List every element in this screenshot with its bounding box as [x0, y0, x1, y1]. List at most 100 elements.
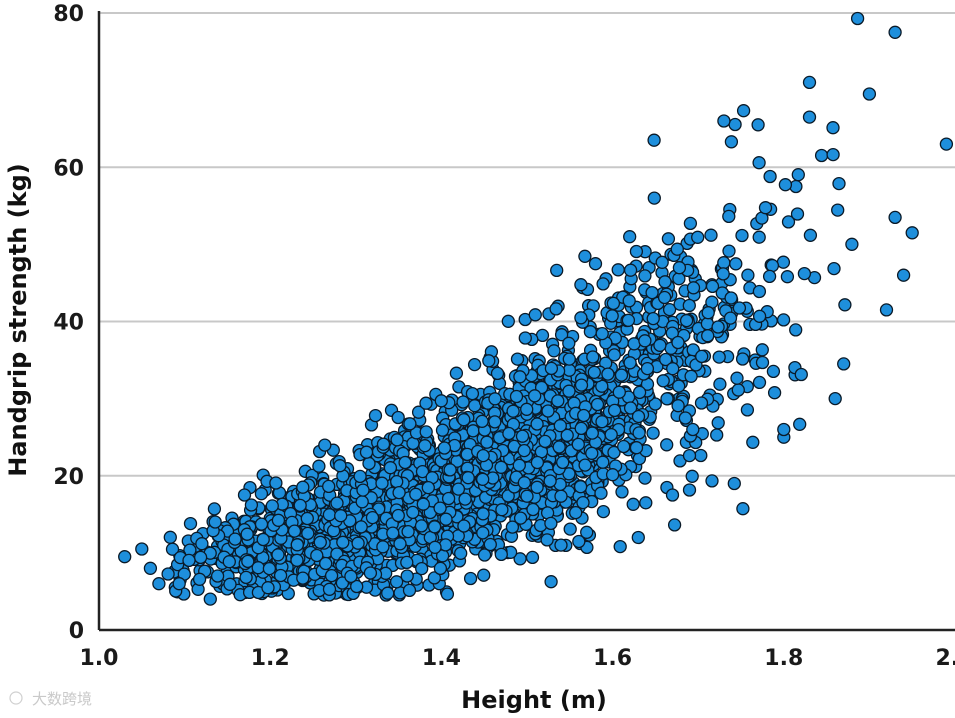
data-point — [694, 396, 709, 410]
data-point — [722, 209, 736, 224]
data-point — [797, 266, 812, 281]
data-point — [623, 356, 637, 370]
data-point — [310, 548, 324, 563]
data-point — [419, 425, 433, 439]
data-point — [517, 443, 531, 458]
data-point — [717, 256, 731, 270]
data-point — [626, 497, 640, 511]
data-point — [435, 423, 450, 437]
data-point — [828, 391, 842, 406]
data-point — [389, 575, 404, 589]
data-point — [607, 403, 622, 418]
data-point — [393, 537, 407, 551]
data-point — [631, 530, 645, 545]
y-tick-label: 60 — [53, 156, 84, 181]
data-point — [359, 445, 374, 459]
data-point — [403, 417, 417, 431]
data-point — [440, 587, 455, 601]
data-point — [621, 313, 636, 327]
data-point — [814, 148, 829, 163]
data-point — [271, 513, 286, 527]
data-point — [513, 370, 527, 384]
data-point — [210, 569, 225, 583]
data-point — [672, 261, 687, 275]
data-point — [256, 532, 270, 547]
data-point — [752, 156, 766, 170]
data-point — [520, 489, 534, 503]
data-point — [556, 455, 570, 470]
data-point — [271, 548, 285, 562]
data-point — [400, 555, 414, 570]
data-point — [368, 408, 383, 423]
data-point — [427, 520, 442, 534]
data-point — [727, 476, 741, 491]
data-point — [520, 402, 534, 416]
y-tick-label: 40 — [53, 311, 84, 336]
data-point — [415, 561, 429, 576]
data-point — [549, 302, 563, 316]
data-point — [623, 263, 638, 277]
data-point — [543, 474, 557, 488]
data-point — [334, 509, 348, 523]
data-point — [273, 568, 288, 583]
data-point — [501, 314, 515, 328]
data-point — [506, 404, 520, 418]
data-point — [596, 277, 610, 291]
data-point — [530, 480, 544, 494]
data-point — [655, 255, 669, 269]
data-point — [803, 228, 818, 242]
data-point — [705, 474, 719, 488]
data-point — [509, 389, 524, 404]
x-tick-label: 1.4 — [422, 646, 461, 671]
data-point — [763, 169, 777, 184]
data-point — [623, 230, 637, 244]
data-point — [765, 258, 780, 273]
data-point — [239, 570, 253, 585]
data-point — [660, 392, 674, 406]
data-point — [376, 540, 390, 554]
data-point — [752, 230, 766, 244]
data-point — [562, 336, 576, 350]
data-point — [716, 267, 730, 281]
data-point — [731, 383, 745, 397]
data-point — [512, 458, 526, 472]
x-tick-label: 1.0 — [80, 646, 119, 671]
data-point — [686, 422, 700, 437]
data-point — [456, 395, 470, 409]
data-point — [383, 461, 398, 475]
data-points — [118, 11, 954, 606]
data-point — [605, 309, 619, 323]
data-point — [613, 539, 627, 554]
data-point — [530, 455, 545, 470]
data-point — [554, 538, 568, 552]
data-point — [596, 455, 610, 469]
data-point — [888, 210, 902, 225]
data-point — [192, 572, 207, 586]
data-point — [752, 375, 767, 390]
data-point — [850, 11, 865, 26]
data-point — [392, 485, 406, 500]
data-point — [712, 350, 726, 364]
data-point — [671, 335, 685, 350]
data-point — [401, 524, 415, 539]
data-point — [135, 542, 149, 556]
data-point — [390, 474, 404, 489]
data-point — [355, 495, 369, 509]
data-point — [640, 361, 655, 376]
data-point — [562, 352, 576, 366]
data-point — [713, 377, 727, 391]
data-point — [203, 592, 217, 606]
data-point — [494, 547, 508, 562]
data-point — [752, 284, 767, 299]
x-axis-title: Height (m) — [461, 686, 607, 714]
y-tick-label: 80 — [53, 2, 84, 27]
data-point — [585, 446, 599, 460]
data-point — [443, 463, 457, 477]
data-point — [667, 518, 682, 532]
data-point — [578, 458, 592, 472]
data-point — [682, 483, 697, 497]
data-point — [683, 216, 698, 231]
data-point — [585, 426, 599, 440]
data-point — [402, 583, 417, 598]
